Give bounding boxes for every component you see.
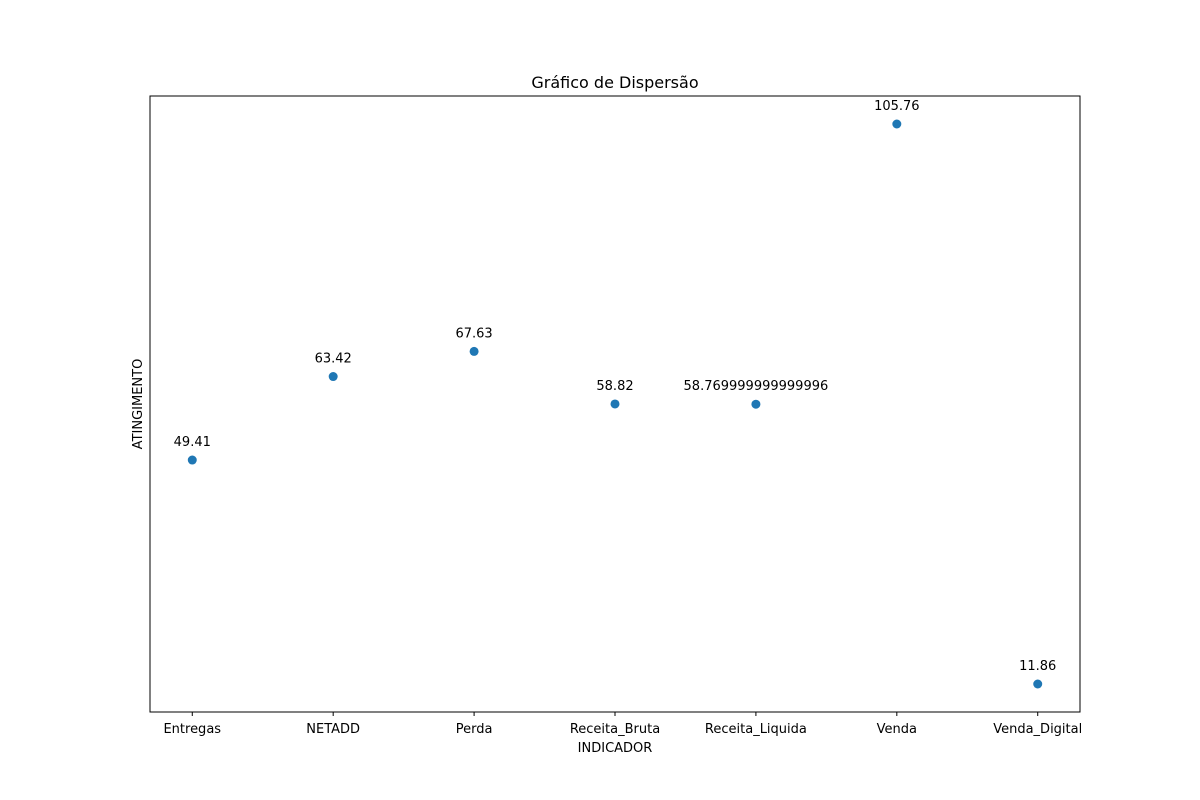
data-point bbox=[610, 399, 620, 409]
data-point bbox=[328, 372, 338, 382]
x-axis: Entregas NETADD Perda Receita_Bruta Receita_… bbox=[163, 712, 1082, 737]
data-point bbox=[469, 346, 479, 356]
x-axis-label: INDICADOR bbox=[578, 741, 653, 756]
y-axis-label: ATINGIMENTO bbox=[131, 359, 146, 450]
data-label: 63.42 bbox=[315, 352, 352, 367]
data-points bbox=[187, 119, 1043, 689]
x-tick-label: Perda bbox=[456, 722, 493, 737]
x-tick-label: Entregas bbox=[163, 722, 221, 737]
data-label: 58.769999999999996 bbox=[684, 379, 829, 394]
x-tick-label: Venda_Digital bbox=[993, 722, 1082, 737]
data-label: 67.63 bbox=[455, 326, 492, 341]
data-label: 58.82 bbox=[596, 379, 633, 394]
data-point bbox=[1033, 679, 1043, 689]
data-point bbox=[751, 399, 761, 409]
data-label: 49.41 bbox=[174, 435, 211, 450]
data-labels: 49.41 63.42 67.63 58.82 58.769999999999996 10… bbox=[174, 99, 1057, 674]
chart-title: Gráfico de Dispersão bbox=[531, 73, 698, 92]
x-tick-label: Receita_Liquida bbox=[705, 722, 807, 737]
data-label: 11.86 bbox=[1019, 659, 1056, 674]
x-tick-label: Venda bbox=[877, 722, 917, 737]
data-label: 105.76 bbox=[874, 99, 920, 114]
data-point bbox=[187, 455, 197, 465]
x-tick-label: NETADD bbox=[306, 722, 360, 737]
data-point bbox=[892, 119, 902, 129]
x-tick-label: Receita_Bruta bbox=[570, 722, 660, 737]
